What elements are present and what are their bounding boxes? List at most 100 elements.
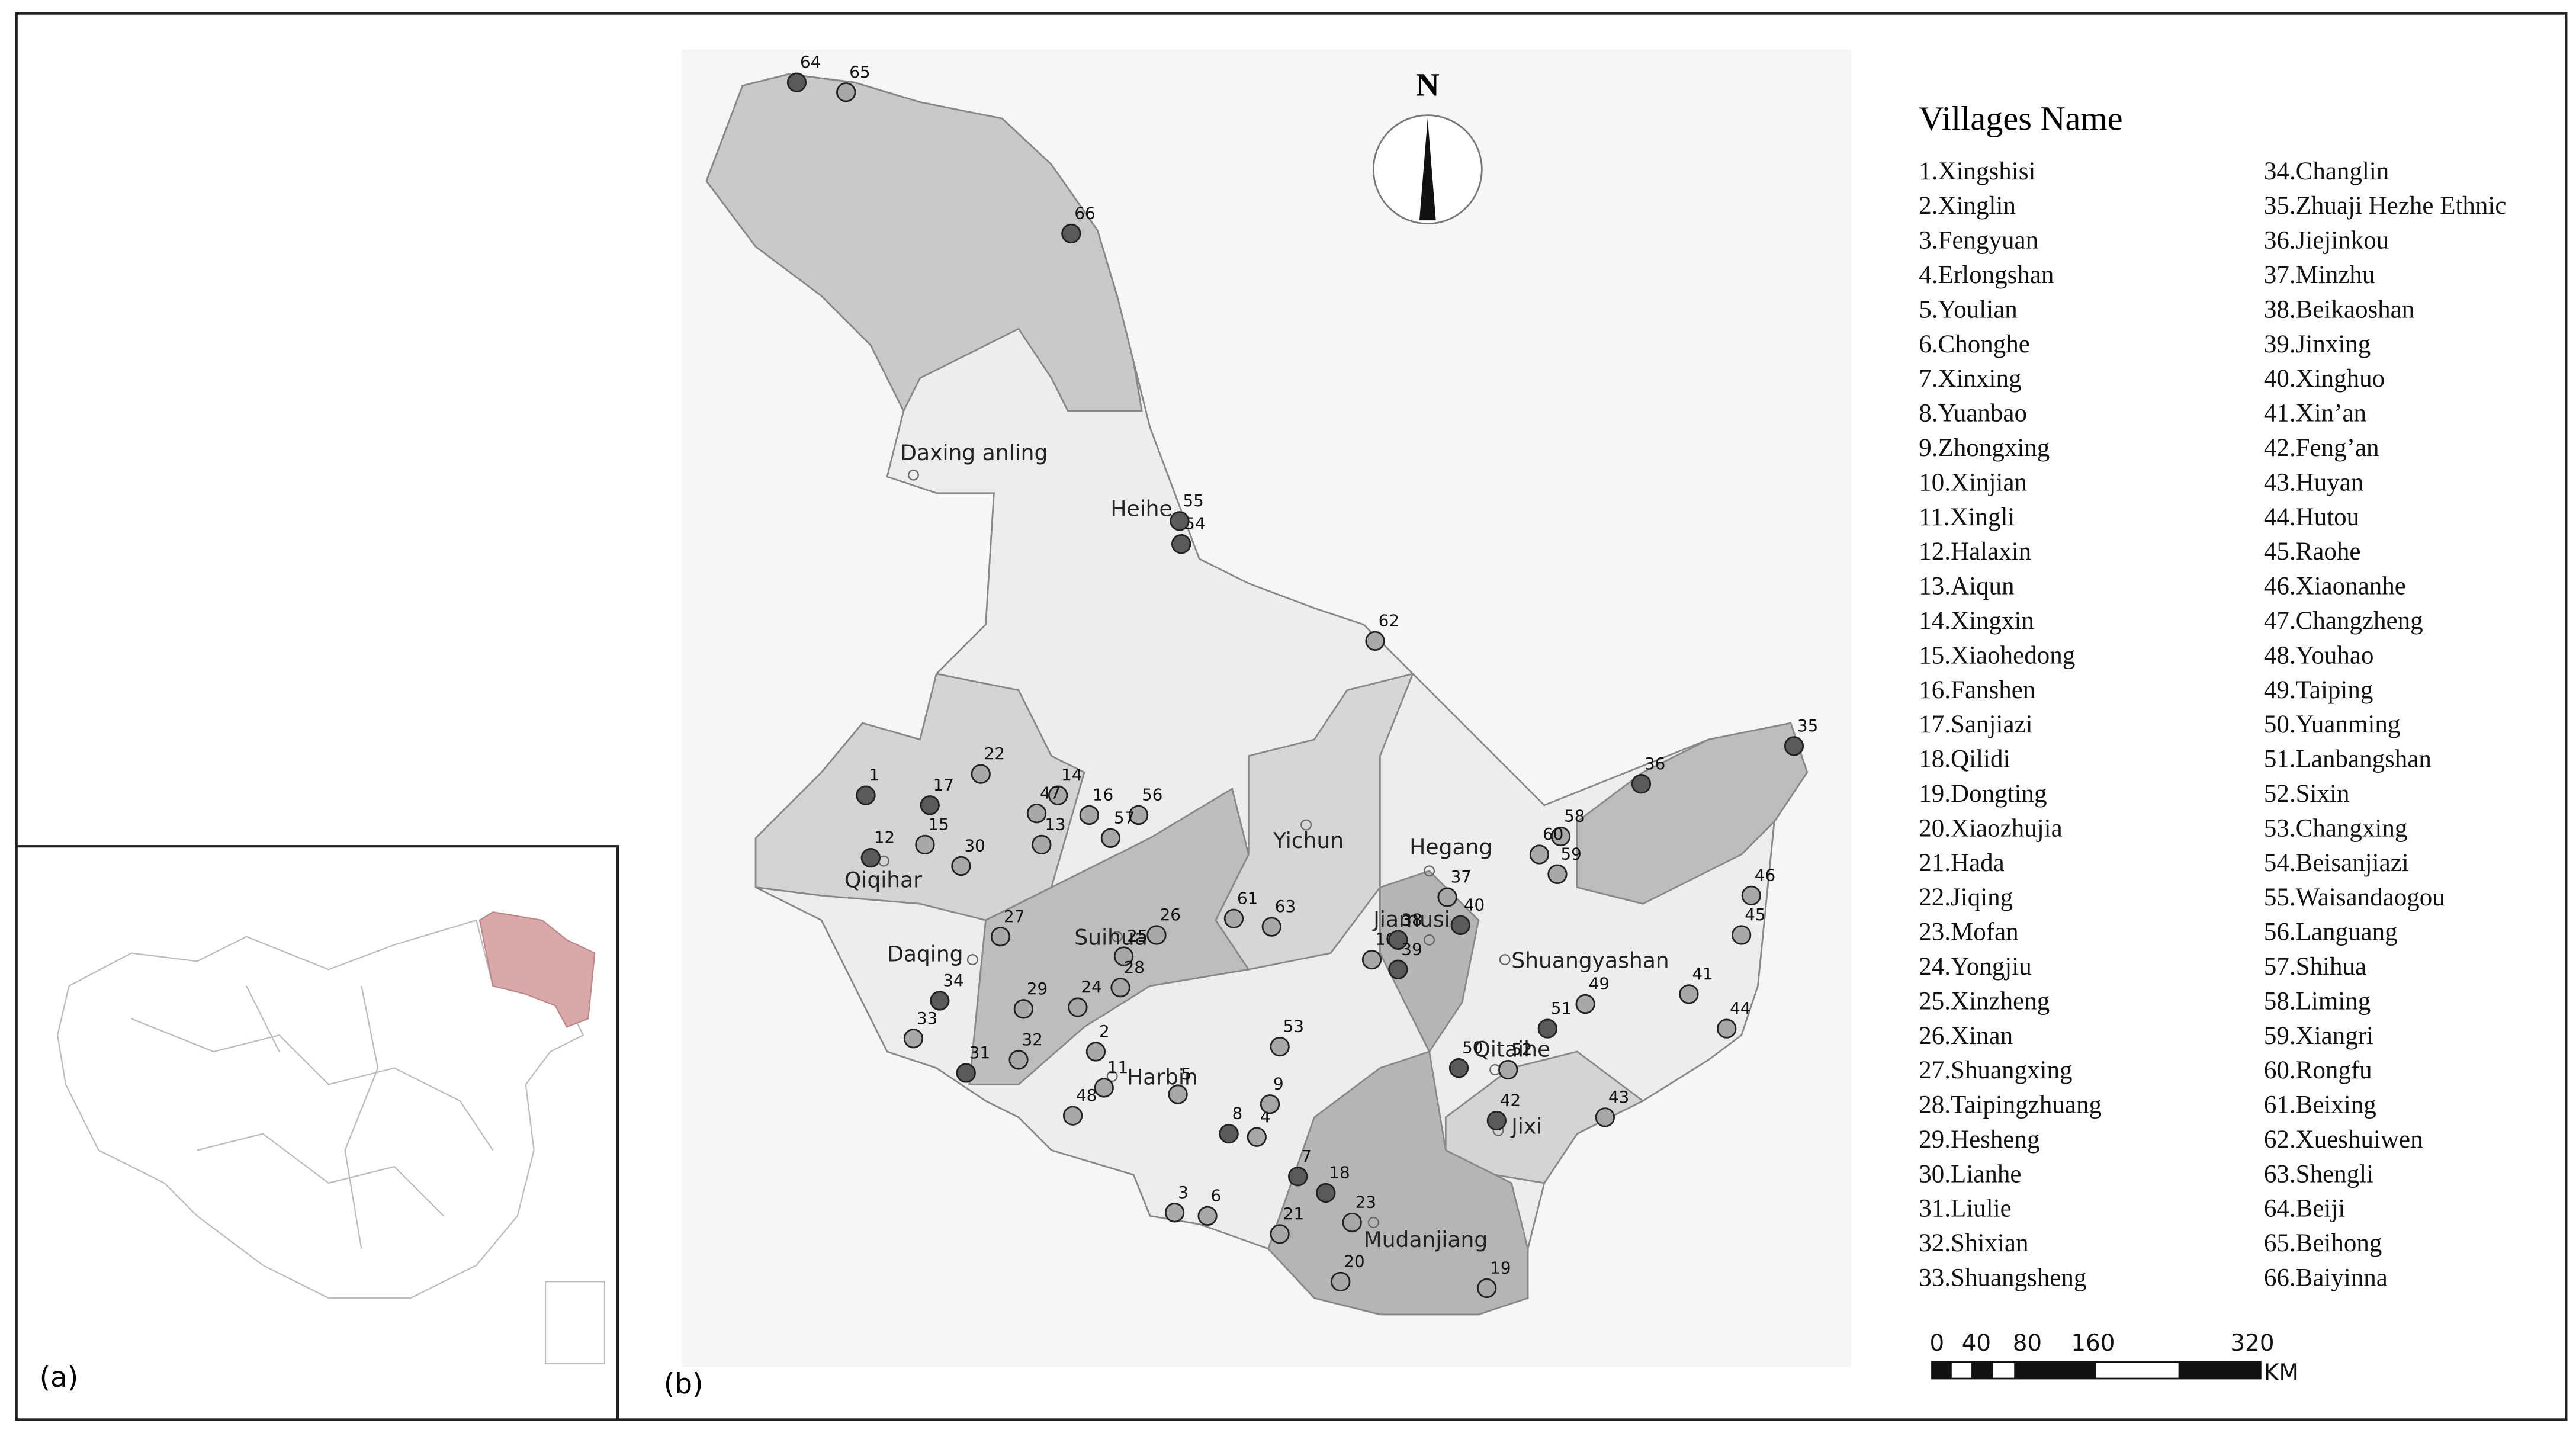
- legend-entry: 51.Lanbangshan: [2264, 746, 2432, 773]
- village-number: 32: [1022, 1030, 1043, 1049]
- city-label: Suihua: [1074, 926, 1148, 950]
- village-marker: [1331, 1271, 1351, 1291]
- city-label: Shuangyashan: [1511, 948, 1669, 973]
- village-marker: [1270, 1036, 1290, 1057]
- village-marker: [1100, 828, 1121, 848]
- scale-unit: KM: [2264, 1360, 2299, 1386]
- village-number: 14: [1061, 765, 1082, 785]
- city-label: Daqing: [887, 942, 963, 966]
- village-number: 18: [1329, 1163, 1350, 1183]
- legend-entry: 32.Shixian: [1919, 1229, 2028, 1257]
- legend-entry: 45.Raohe: [2264, 538, 2361, 566]
- legend-entry: 56.Languang: [2264, 918, 2398, 946]
- heilongjiang-highlight: [478, 911, 596, 1028]
- legend-entry: 31.Liulie: [1919, 1195, 2011, 1223]
- legend-entry: 44.Hutou: [2264, 503, 2359, 531]
- scale-segment: [2014, 1362, 2096, 1379]
- village-marker: [1219, 1124, 1239, 1144]
- village-number: 35: [1797, 716, 1818, 735]
- legend-entry: 52.Sixin: [2264, 780, 2350, 808]
- village-marker: [971, 764, 991, 784]
- legend-entry: 43.Huyan: [2264, 468, 2363, 496]
- village-number: 38: [1401, 910, 1422, 929]
- village-number: 21: [1283, 1204, 1304, 1223]
- village-marker: [860, 847, 881, 868]
- village-marker: [1164, 1203, 1185, 1223]
- scale-segment: [2178, 1362, 2261, 1379]
- legend-entry: 16.Fanshen: [1919, 676, 2035, 704]
- village-marker: [1631, 774, 1652, 794]
- village-marker: [930, 991, 950, 1011]
- north-label: N: [1416, 67, 1440, 103]
- scale-label: 0: [1929, 1330, 1944, 1357]
- legend-entry: 6.Chonghe: [1919, 330, 2030, 358]
- region-jixi: [1444, 1050, 1644, 1184]
- village-marker: [1741, 885, 1761, 906]
- city-label: Qiqihar: [844, 868, 922, 893]
- legend-entry: 18.Qilidi: [1919, 746, 2010, 773]
- legend-entry: 10.Xinjian: [1919, 468, 2027, 496]
- scale-label: 160: [2071, 1330, 2115, 1357]
- village-marker: [786, 72, 807, 92]
- city-label: Heihe: [1110, 497, 1172, 522]
- village-number: 30: [964, 836, 985, 855]
- city-dot: [966, 954, 978, 966]
- village-marker: [1575, 994, 1595, 1014]
- village-number: 19: [1490, 1258, 1511, 1277]
- village-number: 22: [984, 744, 1005, 763]
- village-number: 43: [1608, 1087, 1629, 1107]
- village-marker: [1013, 999, 1033, 1019]
- village-number: 23: [1356, 1192, 1376, 1212]
- village-marker: [1247, 1127, 1267, 1147]
- legend-entry: 20.Xiaozhujia: [1919, 814, 2062, 842]
- village-number: 55: [1183, 491, 1203, 510]
- village-marker: [836, 82, 856, 102]
- region-jiamusi: [1379, 870, 1480, 1053]
- village-marker: [1270, 1224, 1290, 1244]
- legend-entry: 48.Youhao: [2264, 641, 2374, 669]
- village-number: 60: [1543, 824, 1563, 844]
- legend-entry: 17.Sanjiazi: [1919, 711, 2032, 738]
- village-number: 61: [1237, 888, 1258, 908]
- legend-entry: 53.Changxing: [2264, 814, 2407, 842]
- legend-entry: 64.Beiji: [2264, 1195, 2345, 1223]
- village-number: 52: [1511, 1039, 1532, 1059]
- village-marker: [1062, 1106, 1083, 1126]
- legend-entry: 1.Xingshisi: [1919, 158, 2035, 185]
- village-number: 66: [1074, 203, 1095, 223]
- village-number: 50: [1462, 1038, 1483, 1058]
- city-label: Hegang: [1409, 835, 1492, 860]
- village-number: 28: [1124, 958, 1145, 977]
- legend-entry: 3.Fengyuan: [1919, 227, 2038, 255]
- village-number: 13: [1045, 814, 1065, 834]
- village-number: 42: [1500, 1090, 1521, 1110]
- city-dot: [1424, 865, 1435, 877]
- village-marker: [956, 1063, 976, 1083]
- south-sea-box: [544, 1281, 606, 1365]
- village-marker: [1498, 1059, 1518, 1080]
- village-marker: [1361, 949, 1382, 970]
- village-number: 44: [1730, 998, 1750, 1018]
- village-number: 6: [1211, 1185, 1222, 1205]
- legend-entry: 58.Liming: [2264, 987, 2371, 1015]
- village-number: 34: [943, 971, 963, 990]
- legend-entry: 14.Xingxin: [1919, 607, 2034, 635]
- city-dot: [1499, 954, 1511, 966]
- village-number: 56: [1142, 785, 1162, 804]
- village-marker: [1365, 631, 1385, 651]
- village-number: 64: [800, 52, 821, 72]
- legend-entry: 23.Mofan: [1919, 918, 2018, 946]
- city-label: Harbin: [1127, 1065, 1198, 1090]
- scale-label: 80: [2013, 1330, 2042, 1357]
- legend-entry: 28.Taipingzhuang: [1919, 1091, 2102, 1119]
- village-marker: [1732, 925, 1752, 945]
- village-number: 12: [874, 828, 895, 847]
- village-number: 39: [1401, 939, 1422, 959]
- village-marker: [1784, 736, 1804, 756]
- legend-entry: 55.Waisandaogou: [2264, 883, 2445, 911]
- legend-entry: 12.Halaxin: [1919, 538, 2031, 566]
- legend-entry: 59.Xiangri: [2264, 1022, 2373, 1050]
- village-marker: [1477, 1278, 1497, 1299]
- village-marker: [1128, 805, 1149, 825]
